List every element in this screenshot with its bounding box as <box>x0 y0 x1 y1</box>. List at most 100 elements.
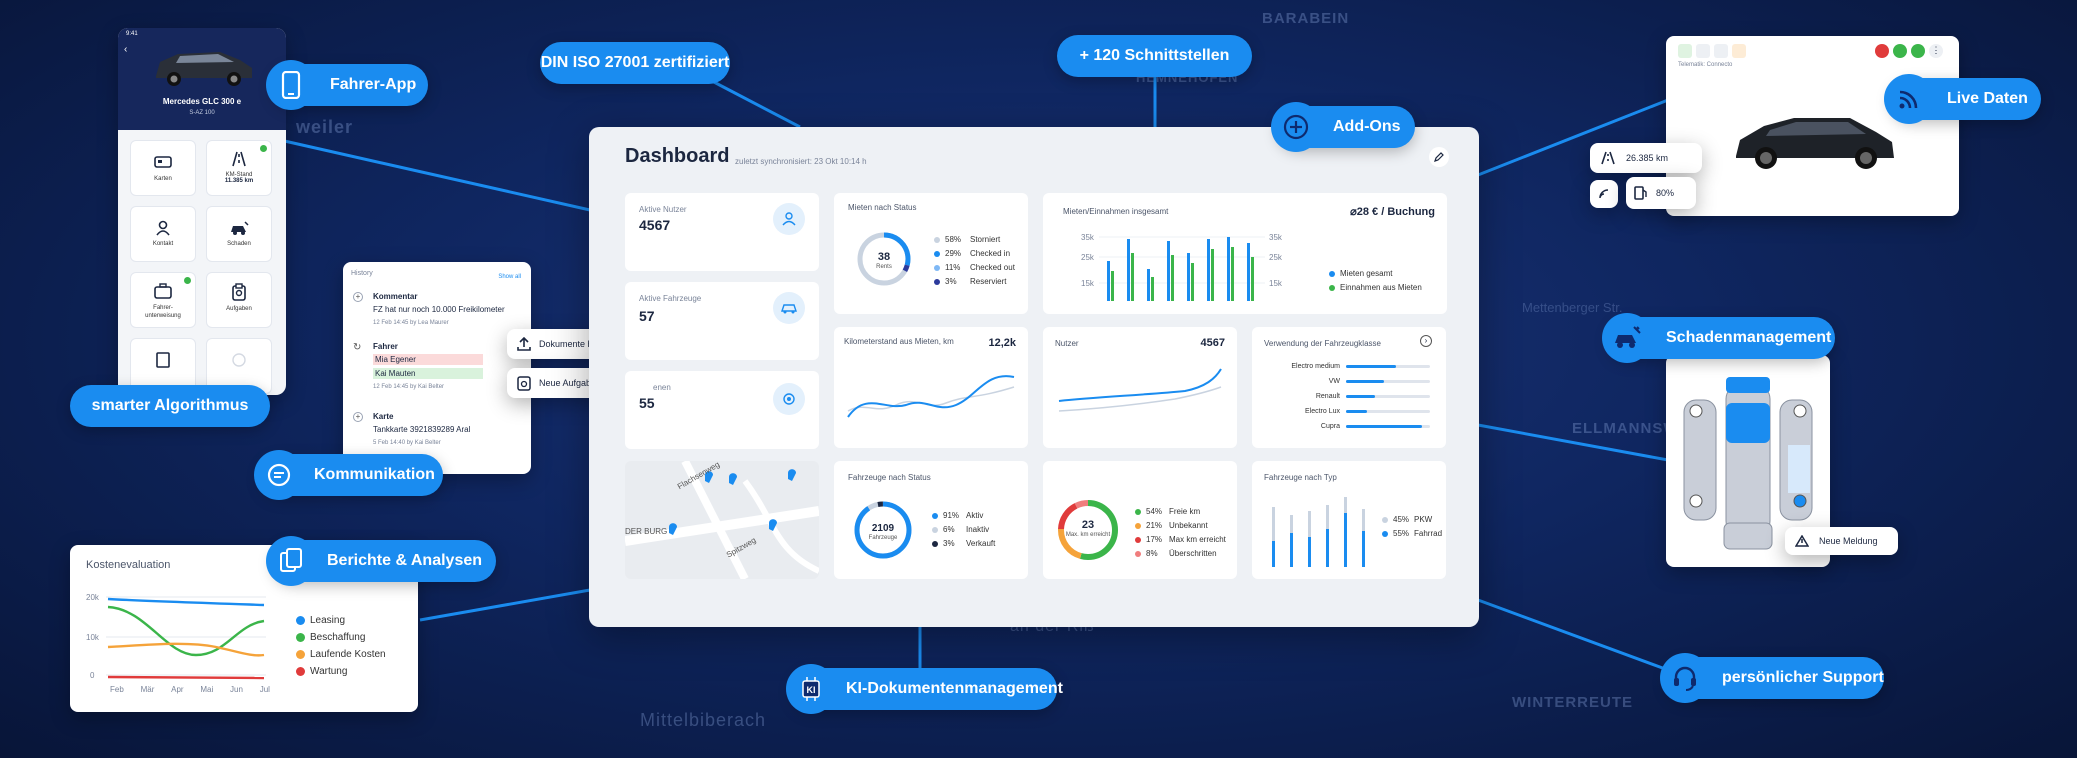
live-daten-pill[interactable]: Live Daten <box>1884 74 2041 124</box>
km-line-chart <box>847 375 1015 418</box>
tile-label: KM-Stand <box>225 172 253 178</box>
row-bar-track <box>1346 425 1430 428</box>
nutzer-line-chart <box>1058 368 1222 412</box>
month-tick: Apr <box>171 685 184 694</box>
fuel-icon <box>1634 186 1647 200</box>
new-report-button[interactable]: Neue Meldung <box>1785 527 1898 555</box>
arrow-right-icon[interactable]: › <box>1420 335 1432 347</box>
din-iso-pill[interactable]: DIN ISO 27001 zertifiziert <box>540 42 730 84</box>
fahrzeugklasse-panel[interactable]: Verwendung der Fahrzeugklasse › Electro … <box>1252 327 1446 448</box>
kommunikation-pill[interactable]: Kommunikation <box>254 450 443 500</box>
month-tick: Mai <box>200 685 214 694</box>
kpi-value: 4567 <box>639 217 671 233</box>
phone-time: 9:41 <box>126 31 138 37</box>
road-icon <box>1601 151 1615 165</box>
month-tick: Jul <box>259 685 270 694</box>
show-all-link[interactable]: Show all <box>498 274 521 280</box>
berichte-pill[interactable]: Berichte & Analysen <box>266 536 496 586</box>
smarter-algorithmus-pill[interactable]: smarter Algorithmus <box>70 385 270 427</box>
fahrzeuge-status-panel[interactable]: Fahrzeuge nach Status 2109 Fahrzeuge 91%… <box>834 461 1028 579</box>
panel-value: 4567 <box>1200 337 1225 349</box>
km-verteilung-panel[interactable]: 23 Max. km erreicht 54% Freie km 21% Unbek… <box>1043 461 1237 579</box>
entry-text: FZ hat nur noch 10.000 Freikilometer <box>373 305 505 314</box>
schadenmanagement-pill[interactable]: Schadenmanagement <box>1602 313 1835 363</box>
legend-label: Storniert <box>970 235 1001 244</box>
tile-fahrerunterweisung[interactable]: Fahrer-unterweisung <box>130 272 196 328</box>
tile-kontakt[interactable]: Kontakt <box>130 206 196 262</box>
history-card: History Show all + Kommentar FZ hat nur … <box>343 262 531 474</box>
tile-schaden[interactable]: Schaden <box>206 206 272 262</box>
clipboard-icon <box>232 283 246 301</box>
plus-icon: + <box>353 292 363 302</box>
tile-karten[interactable]: Karten <box>130 140 196 196</box>
y-tick: 20k <box>86 593 99 602</box>
row-bar-track <box>1346 380 1430 383</box>
fahrer-app-pill[interactable]: Fahrer-App <box>266 60 428 110</box>
history-title: History <box>351 270 373 277</box>
signal-icon <box>1599 189 1609 199</box>
legend-label: Max km erreicht <box>1169 535 1226 544</box>
entry-added: Kai Mauten <box>373 368 483 379</box>
mieten-einnahmen-panel[interactable]: Mieten/Einnahmen insgesamt ⌀28 € / Buchu… <box>1043 193 1447 314</box>
schnittstellen-pill[interactable]: + 120 Schnittstellen <box>1057 35 1252 77</box>
y-tick: 10k <box>86 633 99 642</box>
legend-label: Freie km <box>1169 507 1201 516</box>
map-street-label: DER BURG <box>625 527 668 536</box>
tile-aufgaben[interactable]: Aufgaben <box>206 272 272 328</box>
live-data-card: ⋮ Telematik: Connecto <box>1666 36 1959 216</box>
chat-icon <box>254 450 304 500</box>
pill-label: Fahrer-App <box>330 76 417 93</box>
upload-icon <box>517 337 531 351</box>
map-label: Mittelbiberach <box>640 710 767 730</box>
mieten-status-panel[interactable]: Mieten nach Status 38 Rents 58% Storniert… <box>834 193 1028 314</box>
legend-pct: 3% <box>943 539 955 548</box>
km-value: 26.385 km <box>1626 153 1669 163</box>
history-entry: + Kommentar FZ hat nur noch 10.000 Freik… <box>351 292 523 326</box>
edit-button[interactable] <box>1429 147 1449 167</box>
card-icon <box>154 156 172 168</box>
tile-documents[interactable] <box>130 338 196 394</box>
svg-text:KI: KI <box>807 685 816 695</box>
back-arrow-icon[interactable]: ‹ <box>124 44 128 55</box>
ki-dokumentenmanagement-pill[interactable]: KI KI-Dokumentenmanagement <box>786 664 1063 714</box>
kpi-aktive-fahrzeuge[interactable]: Aktive Fahrzeuge 57 <box>625 282 819 360</box>
more-icon[interactable]: ⋮ <box>1929 44 1943 58</box>
car-damage-diagram <box>1683 377 1813 550</box>
wifi-signal-icon <box>1884 74 1934 124</box>
fahrzeuge-typ-panel[interactable]: Fahrzeuge nach Typ 45% PKW 55% Fahrrad <box>1252 461 1446 579</box>
car-image <box>1736 118 1894 169</box>
map-panel[interactable]: Flachsenweg DER BURG Spitzweg <box>625 461 819 579</box>
legend-label: Laufende Kosten <box>310 649 386 660</box>
legend-pct: 8% <box>1146 549 1158 558</box>
kpi-aktive-nutzer[interactable]: Aktive Nutzer 4567 <box>625 193 819 271</box>
support-pill[interactable]: persönlicher Support <box>1660 653 1884 703</box>
tile-km-stand[interactable]: KM-Stand 11.385 km <box>206 140 272 196</box>
legend-label: Aktiv <box>966 511 984 520</box>
driver-app-phone: 9:41 ‹ Mercedes GLC 300 e S-AZ 100 Karte… <box>118 28 286 395</box>
nutzer-panel[interactable]: Nutzer 4567 <box>1043 327 1237 448</box>
entry-meta: 5 Feb 14:40 by Kai Belter <box>373 440 441 446</box>
row-label: Cupra <box>1320 423 1340 430</box>
row-label: Renault <box>1315 393 1340 400</box>
plus-circle-icon <box>1271 102 1321 152</box>
map-label: Mettenberger Str. <box>1522 300 1623 315</box>
telematik-label: Telematik: Connecto <box>1678 62 1733 68</box>
kpi-third[interactable]: enen 55 <box>625 371 819 449</box>
lock-icon[interactable] <box>1893 44 1907 58</box>
donut-value: 23 <box>1081 519 1095 531</box>
unlock-icon[interactable] <box>1911 44 1925 58</box>
add-ons-pill[interactable]: Add-Ons <box>1271 102 1415 152</box>
row-bar-track <box>1346 395 1430 398</box>
y-tick: 25k <box>1269 253 1282 262</box>
legend-pct: 54% <box>1146 507 1163 516</box>
legend-label: Überschritten <box>1169 549 1217 558</box>
history-entry: + Karte Tankkarte 3921839289 Aral 5 Feb … <box>351 412 523 446</box>
report-label: Neue Meldung <box>1819 536 1878 546</box>
pencil-icon <box>1434 152 1444 162</box>
alert-icon[interactable] <box>1875 44 1889 58</box>
tile-label: Karten <box>154 176 172 182</box>
fahrzeugklasse-row: Electro Lux <box>1264 404 1436 419</box>
car-plate: S-AZ 100 <box>189 110 215 116</box>
donut-value: 38 <box>877 251 891 263</box>
kilometerstand-panel[interactable]: Kilometerstand aus Mieten, km 12,2k <box>834 327 1028 448</box>
